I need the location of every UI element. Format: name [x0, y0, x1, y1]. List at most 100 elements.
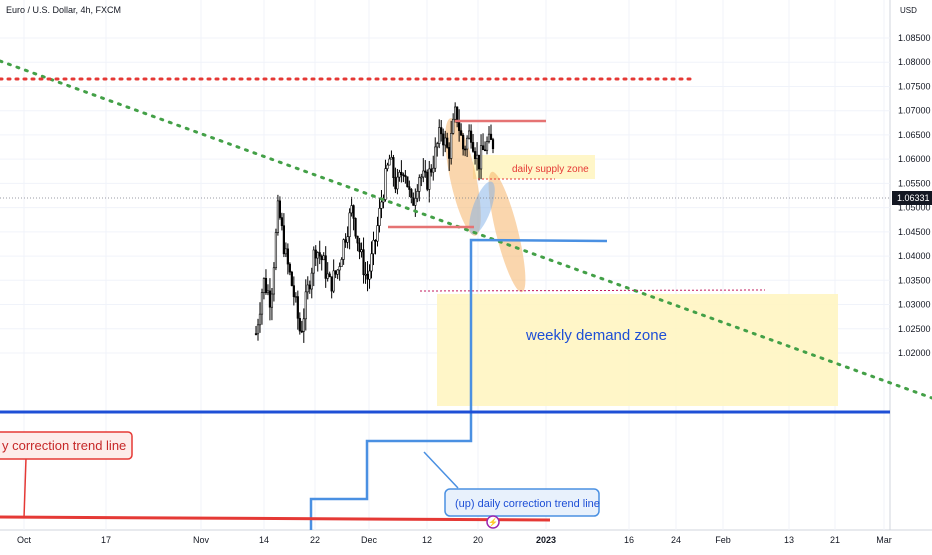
- candle-body: [284, 248, 287, 255]
- candle-body: [481, 145, 485, 151]
- candle-body: [312, 249, 315, 274]
- candle-body: [414, 198, 417, 206]
- candle-body: [380, 201, 383, 209]
- price-tick-label: 1.02500: [898, 324, 931, 334]
- candle-body: [378, 208, 381, 226]
- time-tick-label: 13: [784, 535, 794, 545]
- candle-body: [469, 130, 473, 143]
- candle-body: [316, 252, 319, 259]
- candle-body: [464, 148, 467, 151]
- candle-body: [420, 176, 423, 179]
- candle-body: [448, 147, 451, 159]
- candle-body: [280, 217, 283, 226]
- candle-body: [268, 290, 272, 308]
- weekly-demand-zone[interactable]: [437, 294, 838, 406]
- candle-body: [338, 266, 341, 271]
- callout-right-label: (up) daily correction trend line: [455, 498, 600, 510]
- price-axis[interactable]: 1.08500 1.08000 1.07500 1.07000 1.06500 1.060…: [898, 33, 931, 358]
- lightning-icon[interactable]: [486, 515, 500, 529]
- candle-body: [278, 200, 281, 218]
- candle-body: [308, 284, 311, 290]
- candlestick-series[interactable]: [254, 102, 495, 343]
- price-tick-label: 1.06500: [898, 130, 931, 140]
- candle-body: [489, 133, 493, 140]
- candle-body: [446, 137, 449, 148]
- candle-body: [404, 175, 407, 178]
- callout-right-box[interactable]: [444, 488, 600, 517]
- candle-body: [392, 157, 395, 178]
- candle-body: [262, 278, 266, 293]
- bottom-red-line[interactable]: [0, 515, 551, 522]
- candle-body: [366, 273, 369, 280]
- time-tick-label: 22: [310, 535, 320, 545]
- candle-body: [454, 106, 457, 120]
- candle-body: [479, 145, 483, 170]
- candle-body: [438, 127, 441, 144]
- time-tick-label: 24: [671, 535, 681, 545]
- candle-body: [340, 259, 343, 267]
- candle-body: [290, 271, 293, 286]
- time-axis[interactable]: Oct 17 Nov 14 22 Dec 12 20 2023 16 24 Feb 13 21 Mar: [17, 535, 892, 545]
- candle-body: [402, 174, 405, 177]
- candle-body: [276, 200, 280, 233]
- candle-body: [477, 154, 481, 170]
- candle-body: [368, 270, 371, 280]
- demand-dotted-line[interactable]: [419, 289, 766, 292]
- candle-body: [396, 176, 399, 190]
- candle-body: [376, 225, 379, 242]
- candle-body: [491, 139, 495, 150]
- time-tick-label: 2023: [536, 535, 556, 545]
- candle-body: [462, 134, 465, 150]
- callout-left-box[interactable]: [0, 431, 133, 460]
- candle-body: [254, 333, 258, 335]
- candle-body: [322, 255, 325, 261]
- candle-body: [258, 313, 262, 326]
- candle-body: [426, 171, 429, 190]
- candle-body: [485, 141, 489, 151]
- candle-body: [364, 273, 367, 276]
- candle-body: [304, 291, 307, 320]
- projection-ellipse-up[interactable]: [438, 116, 488, 239]
- consolidation-ellipse[interactable]: [464, 179, 500, 238]
- candle-body: [346, 236, 349, 243]
- candle-body: [390, 157, 393, 160]
- candle-body: [412, 197, 415, 206]
- candle-body: [452, 118, 455, 134]
- candle-body: [334, 270, 337, 275]
- time-tick-label: 21: [830, 535, 840, 545]
- candle-body: [422, 170, 425, 178]
- candle-body: [418, 177, 421, 192]
- supply-zone-label: daily supply zone: [512, 164, 589, 175]
- candle-body: [456, 106, 459, 123]
- candle-body: [442, 133, 445, 146]
- callout-left-label: y correction trend line: [2, 438, 126, 453]
- candle-body: [260, 292, 264, 315]
- time-tick-label: Mar: [876, 535, 892, 545]
- candle-body: [310, 272, 313, 290]
- time-tick-label: 16: [624, 535, 634, 545]
- candle-body: [348, 212, 351, 237]
- candle-body: [440, 127, 443, 135]
- price-tick-label: 1.03000: [898, 300, 931, 310]
- price-tick-label: 1.08500: [898, 33, 931, 43]
- candle-body: [432, 167, 435, 173]
- current-price-tag: [892, 191, 932, 205]
- time-tick-label: Feb: [715, 535, 731, 545]
- candle-body: [400, 171, 403, 176]
- projection-ellipse-down[interactable]: [481, 169, 532, 295]
- candle-body: [286, 248, 289, 265]
- candle-body: [336, 269, 339, 275]
- candle-body: [256, 324, 260, 335]
- time-tick-label: 20: [473, 535, 483, 545]
- downtrend-line[interactable]: [0, 59, 932, 400]
- candle-body: [408, 186, 411, 190]
- candle-body: [300, 330, 303, 333]
- candle-body: [352, 205, 355, 219]
- candle-body: [416, 191, 419, 199]
- candle-body: [314, 249, 317, 259]
- up-correction-trendline[interactable]: [309, 238, 608, 530]
- lightning-glyph: ⚡: [488, 517, 498, 527]
- candle-body: [294, 296, 297, 298]
